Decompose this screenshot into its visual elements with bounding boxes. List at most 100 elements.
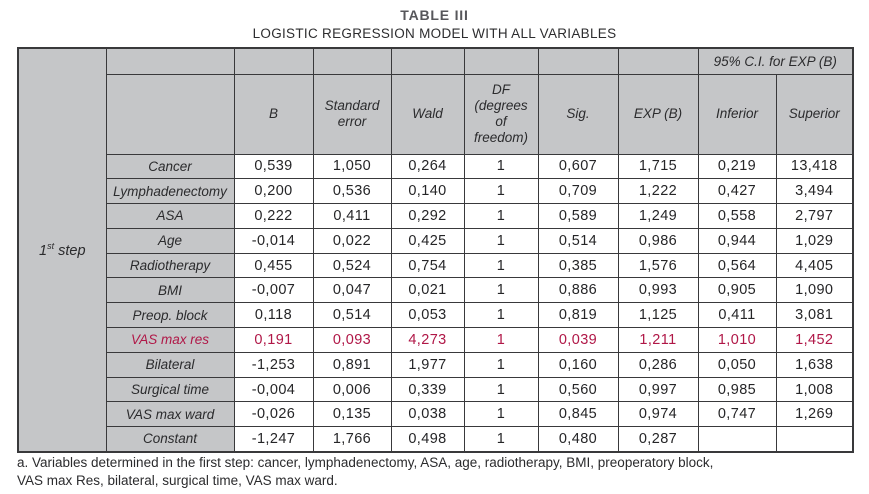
- value-cell: 4,405: [775, 252, 854, 279]
- value-cell: 0,286: [617, 351, 699, 378]
- value-cell: 0,264: [390, 153, 465, 180]
- value-cell: 1,222: [617, 178, 699, 205]
- header-wald: Wald: [390, 73, 465, 155]
- value-cell: 0,886: [537, 277, 619, 304]
- table-row: Lymphadenectomy 0,200 0,536 0,140 1 0,70…: [18, 178, 854, 205]
- value-cell: -0,014: [233, 227, 314, 254]
- value-cell: 0,050: [697, 351, 777, 378]
- value-cell: 0,564: [697, 252, 777, 279]
- header-spacer-stderr: [312, 47, 392, 75]
- value-cell: 0,038: [390, 401, 465, 428]
- value-cell: -0,026: [233, 401, 314, 428]
- value-cell: 0,385: [537, 252, 619, 279]
- value-cell: 4,273: [390, 327, 465, 353]
- variable-name-cell: Preop. block: [105, 302, 235, 329]
- table-row: Bilateral -1,253 0,891 1,977 1 0,160 0,2…: [18, 351, 854, 378]
- value-cell: 1: [463, 252, 539, 279]
- value-cell: 1,766: [312, 426, 392, 453]
- value-cell: 0,006: [312, 376, 392, 403]
- value-cell: 0,191: [233, 327, 314, 353]
- value-cell: 0,219: [697, 153, 777, 180]
- value-cell: 0,222: [233, 203, 314, 229]
- value-cell: 0,287: [617, 426, 699, 453]
- variable-name-cell: Radiotherapy: [105, 252, 235, 279]
- value-cell: 0,514: [312, 302, 392, 329]
- value-cell: 0,022: [312, 227, 392, 254]
- value-cell: 0,845: [537, 401, 619, 428]
- value-cell: 0,891: [312, 351, 392, 378]
- value-cell: -0,007: [233, 277, 314, 304]
- value-cell: -1,247: [233, 426, 314, 453]
- header-spacer-variable: [105, 47, 235, 75]
- table-footnote: a. Variables determined in the first ste…: [17, 455, 714, 488]
- value-cell: 3,494: [775, 178, 854, 205]
- value-cell: 0,905: [697, 277, 777, 304]
- value-cell: 1,715: [617, 153, 699, 180]
- value-cell: 1: [463, 178, 539, 205]
- variable-name-cell: Age: [105, 227, 235, 254]
- value-cell: 0,558: [697, 203, 777, 229]
- header-ci-for-exp-b: 95% C.I. for EXP (B): [697, 47, 854, 75]
- value-cell: -0,004: [233, 376, 314, 403]
- value-cell: 0,427: [697, 178, 777, 205]
- table-row: Surgical time -0,004 0,006 0,339 1 0,560…: [18, 376, 854, 403]
- value-cell: 0,560: [537, 376, 619, 403]
- value-cell: 0,411: [312, 203, 392, 229]
- step-label-suffix: step: [54, 242, 86, 259]
- header-exp-b: EXP (B): [617, 73, 699, 155]
- value-cell: 1: [463, 327, 539, 353]
- header-sig: Sig.: [537, 73, 619, 155]
- value-cell: 0,118: [233, 302, 314, 329]
- variable-name-cell: ASA: [105, 203, 235, 229]
- value-cell: 0,039: [537, 327, 619, 353]
- logistic-regression-table: 1 st step 95% C.I. for EXP (B) B Standard…: [17, 47, 855, 453]
- value-cell: 1,211: [617, 327, 699, 353]
- header-spacer-exp: [617, 47, 699, 75]
- value-cell: 0,053: [390, 302, 465, 329]
- value-cell: 1,977: [390, 351, 465, 378]
- header-variable-blank: [105, 73, 235, 155]
- value-cell: [775, 426, 854, 453]
- header-inferior: Inferior: [697, 73, 777, 155]
- value-cell: 13,418: [775, 153, 854, 180]
- table-row: VAS max res 0,191 0,093 4,273 1 0,039 1,…: [18, 327, 854, 353]
- value-cell: 0,536: [312, 178, 392, 205]
- table-title: TABLE III: [400, 7, 469, 23]
- value-cell: 1,050: [312, 153, 392, 180]
- value-cell: 1,090: [775, 277, 854, 304]
- table-row: Constant -1,247 1,766 0,498 1 0,480 0,28…: [18, 426, 854, 453]
- value-cell: 1: [463, 376, 539, 403]
- variable-name-cell: Bilateral: [105, 351, 235, 378]
- value-cell: 0,754: [390, 252, 465, 279]
- header-b: B: [233, 73, 314, 155]
- value-cell: 1,008: [775, 376, 854, 403]
- value-cell: 0,709: [537, 178, 619, 205]
- value-cell: 0,997: [617, 376, 699, 403]
- table-row: VAS max ward -0,026 0,135 0,038 1 0,845 …: [18, 401, 854, 428]
- value-cell: 1: [463, 302, 539, 329]
- value-cell: 0,819: [537, 302, 619, 329]
- variable-name-cell: Surgical time: [105, 376, 235, 403]
- step-label-ordinal: st: [47, 240, 55, 251]
- value-cell: -1,253: [233, 351, 314, 378]
- value-cell: 1: [463, 153, 539, 180]
- value-cell: 0,747: [697, 401, 777, 428]
- header-spacer-b: [233, 47, 314, 75]
- variable-name-cell: Constant: [105, 426, 235, 453]
- value-cell: 1: [463, 351, 539, 378]
- value-cell: 0,986: [617, 227, 699, 254]
- value-cell: 0,985: [697, 376, 777, 403]
- value-cell: 0,160: [537, 351, 619, 378]
- header-row-columns: B Standard error Wald DF (degrees of fre…: [18, 73, 854, 155]
- value-cell: 1: [463, 426, 539, 453]
- value-cell: 1,269: [775, 401, 854, 428]
- value-cell: 2,797: [775, 203, 854, 229]
- value-cell: 0,944: [697, 227, 777, 254]
- value-cell: 0,480: [537, 426, 619, 453]
- value-cell: 0,524: [312, 252, 392, 279]
- value-cell: 0,974: [617, 401, 699, 428]
- value-cell: 0,993: [617, 277, 699, 304]
- header-df: DF (degrees of freedom): [463, 73, 539, 155]
- value-cell: 1: [463, 277, 539, 304]
